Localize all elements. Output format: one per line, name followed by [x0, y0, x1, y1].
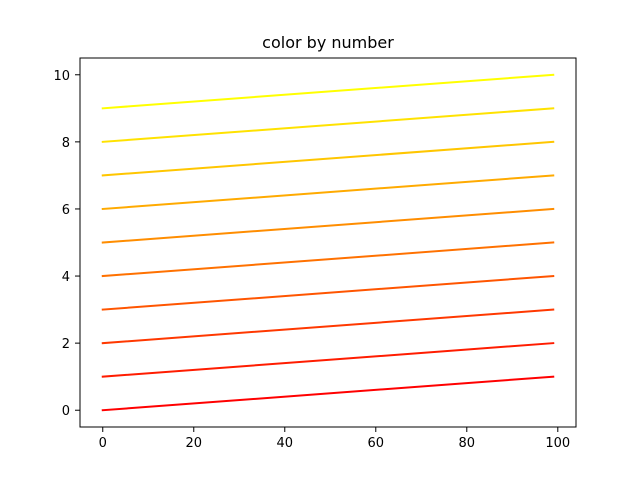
series-line-8: [101, 107, 555, 143]
series-line-6: [101, 174, 555, 211]
chart-title: color by number: [262, 33, 394, 52]
y-axis: 0 2 4 6 8 10: [53, 69, 80, 419]
x-axis: 0 20 40 60 80 100: [99, 427, 570, 451]
series-layer: [101, 73, 555, 412]
y-tick-label: 0: [62, 404, 70, 419]
x-tick-label: 40: [276, 436, 293, 451]
y-tick-label: 10: [53, 69, 70, 84]
x-tick-label: 100: [545, 436, 570, 451]
x-tick-label: 60: [368, 436, 385, 451]
series-line-5: [101, 207, 555, 244]
series-line-1: [101, 342, 555, 378]
series-line-0: [101, 375, 555, 412]
x-tick-label: 0: [99, 436, 107, 451]
y-tick-label: 2: [62, 337, 70, 352]
y-tick-label: 6: [62, 203, 70, 218]
series-line-3: [101, 274, 555, 311]
series-line-2: [101, 308, 555, 345]
y-tick-label: 4: [62, 270, 70, 285]
x-tick-label: 20: [185, 436, 202, 451]
x-tick-label: 80: [459, 436, 476, 451]
series-line-9: [101, 73, 555, 110]
y-tick-label: 8: [62, 136, 70, 151]
series-line-7: [101, 140, 555, 177]
plot-frame: [79, 57, 577, 428]
series-line-4: [101, 241, 555, 278]
